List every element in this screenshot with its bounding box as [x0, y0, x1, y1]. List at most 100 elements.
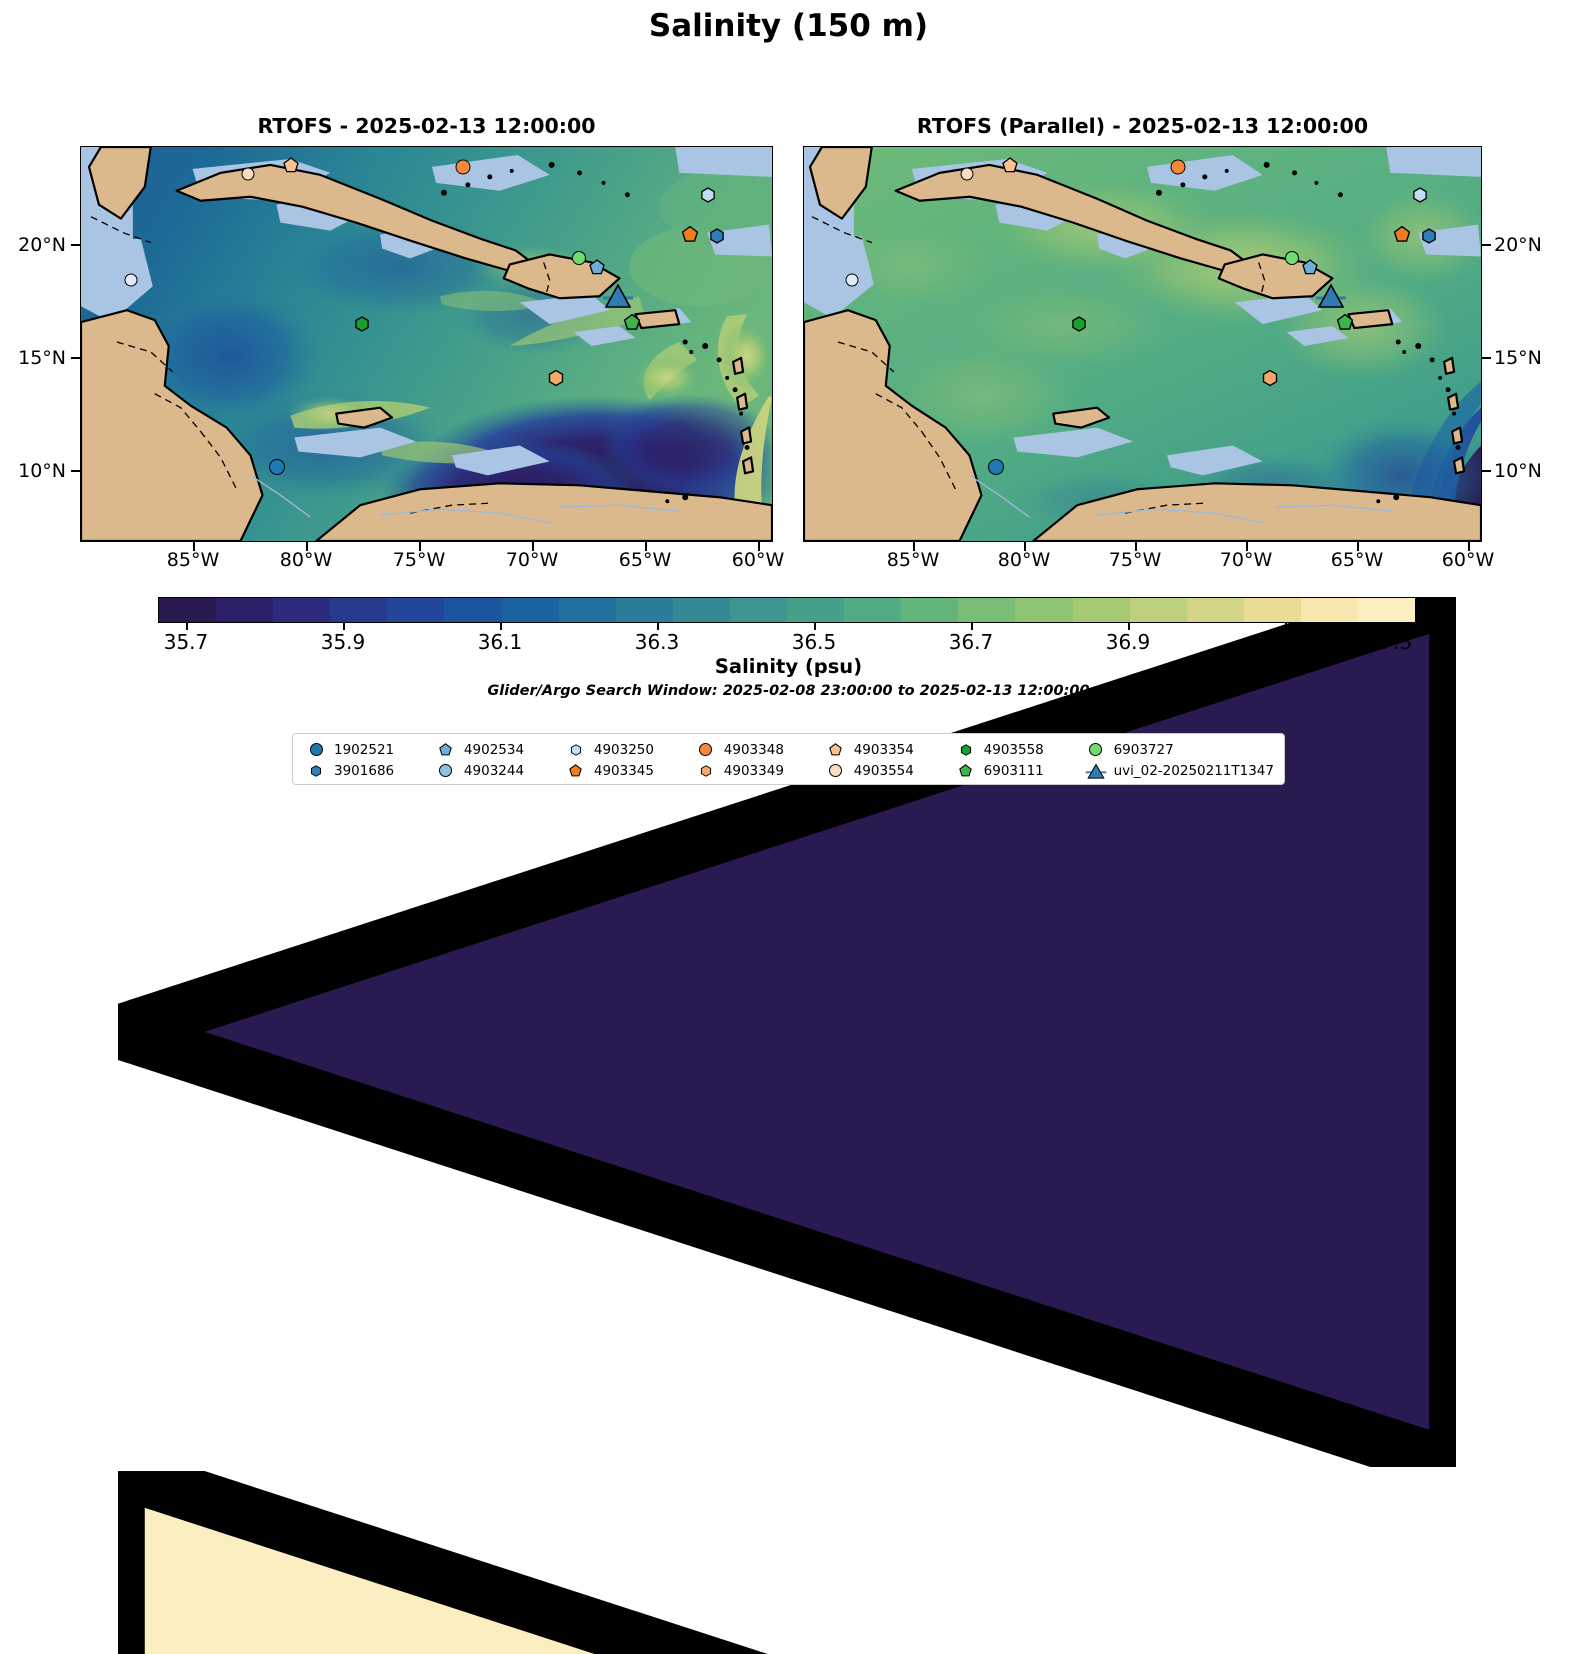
legend-label: 6903111: [983, 762, 1044, 779]
legend-marker-pentagon-icon: [435, 740, 457, 760]
cblabel-1: 35.9: [320, 630, 366, 654]
float-marker-4903349[interactable]: [548, 369, 565, 391]
cblabel-8: 37.3: [1367, 630, 1413, 654]
ytick-20n-right: [1482, 244, 1491, 246]
legend-label: 4903558: [983, 741, 1044, 758]
legend-marker-triangle-icon: [1085, 761, 1107, 781]
float-marker-4903558[interactable]: [354, 316, 370, 336]
colorbar-segment-14: [958, 598, 1016, 622]
cblabel-0: 35.7: [163, 630, 209, 654]
float-marker-4903244[interactable]: [124, 273, 138, 287]
float-marker-6903111[interactable]: [1336, 313, 1354, 335]
map-panel-rtofs-parallel[interactable]: [803, 146, 1482, 542]
rtofs-parallel-salinity-field: [804, 147, 1481, 541]
float-marker-4903345[interactable]: [681, 225, 699, 247]
float-marker-4903348[interactable]: [1170, 159, 1186, 175]
legend-item-6903727[interactable]: 6903727: [1085, 740, 1274, 760]
float-marker-4903345[interactable]: [1393, 225, 1411, 247]
yticklabel-left-2: 10°N: [18, 460, 66, 482]
colorbar-extend-max: [91, 1433, 769, 1654]
float-marker-4903354[interactable]: [283, 157, 299, 177]
ytick-10n-right: [1482, 470, 1491, 472]
xticklabel-left-5: 60°W: [731, 549, 785, 571]
float-marker-3901686[interactable]: [1421, 228, 1437, 248]
cblabel-2: 36.1: [477, 630, 523, 654]
float-marker-4903250[interactable]: [700, 187, 716, 207]
xticklabel-left-3: 70°W: [505, 549, 559, 571]
colorbar-segment-12: [844, 598, 902, 622]
float-marker-6903727[interactable]: [572, 251, 586, 265]
xtick-65w-left: [645, 542, 647, 551]
float-marker-4903244[interactable]: [845, 273, 859, 287]
float-marker-3901686[interactable]: [709, 228, 725, 248]
cbtick-1: [343, 623, 345, 630]
cbtick-2: [500, 623, 502, 630]
legend-item-4902534[interactable]: 4902534: [435, 740, 565, 760]
legend-marker-pentagon-icon: [955, 761, 977, 781]
legend-item-1902521[interactable]: 1902521: [305, 740, 435, 760]
yticklabel-right-2: 10°N: [1494, 460, 1542, 482]
legend-label: 4903554: [853, 762, 914, 779]
legend-label: uvi_02-20250211T1347: [1113, 762, 1274, 779]
float-marker-4903554[interactable]: [960, 167, 974, 181]
map-panel-rtofs[interactable]: [80, 146, 773, 542]
legend-label: 4902534: [463, 741, 525, 758]
colorbar-segment-2: [273, 598, 331, 622]
cblabel-3: 36.3: [634, 630, 680, 654]
float-marker-6903727[interactable]: [1285, 251, 1299, 265]
float-marker-1902521[interactable]: [269, 459, 285, 475]
glider-marker-uvi-02[interactable]: [1314, 280, 1348, 314]
xtick-70w-right: [1246, 542, 1248, 551]
cblabel-7: 37.1: [1262, 630, 1308, 654]
legend-label: 1902521: [334, 741, 395, 758]
float-marker-4903250[interactable]: [1412, 187, 1428, 207]
legend-label: 4903250: [593, 741, 654, 758]
legend-item-3901686[interactable]: 3901686: [305, 761, 435, 781]
float-marker-1902521[interactable]: [988, 459, 1004, 475]
float-marker-4903558[interactable]: [1071, 316, 1087, 336]
xticklabel-left-0: 85°W: [166, 549, 220, 571]
xtick-85w-left: [193, 542, 195, 551]
xticklabel-left-2: 75°W: [392, 549, 446, 571]
legend-label: 4903349: [723, 762, 784, 779]
float-marker-4902534[interactable]: [1302, 259, 1318, 279]
xtick-60w-right: [1468, 542, 1470, 551]
legend-marker-circle-icon: [305, 740, 327, 760]
legend-item-4903349[interactable]: 4903349: [695, 761, 825, 781]
platform-legend: 1902521 4902534 4903250 4903348 4903354 49035…: [292, 733, 1285, 785]
legend-label: 6903727: [1113, 741, 1174, 758]
float-marker-4903348[interactable]: [455, 159, 471, 175]
colorbar[interactable]: [31, 560, 1483, 1654]
xtick-65w-right: [1357, 542, 1359, 551]
colorbar-segment-21: [1357, 598, 1416, 622]
colorbar-gradient: [158, 597, 1416, 623]
xticklabel-right-2: 75°W: [1108, 549, 1162, 571]
float-marker-4903554[interactable]: [241, 167, 255, 181]
legend-item-4903348[interactable]: 4903348: [695, 740, 825, 760]
legend-marker-hexagon-icon: [565, 740, 587, 760]
ytick-10n-left: [71, 470, 80, 472]
legend-item-6903111[interactable]: 6903111: [955, 761, 1085, 781]
float-marker-4902534[interactable]: [589, 259, 605, 279]
legend-label: 3901686: [334, 762, 395, 779]
colorbar-segment-17: [1129, 598, 1187, 622]
float-marker-4903354[interactable]: [1002, 157, 1018, 177]
yticklabel-right-0: 20°N: [1494, 234, 1542, 256]
legend-item-uvi_02-20250211t1347[interactable]: uvi_02-20250211T1347: [1085, 761, 1274, 781]
float-marker-4903349[interactable]: [1262, 369, 1279, 391]
legend-item-4903345[interactable]: 4903345: [565, 761, 695, 781]
colorbar-extend-min: [31, 560, 1483, 1504]
legend-item-4903558[interactable]: 4903558: [955, 740, 1085, 760]
cbtick-0: [186, 623, 188, 630]
legend-item-4903244[interactable]: 4903244: [435, 761, 565, 781]
yticklabel-left-0: 20°N: [18, 234, 66, 256]
xticklabel-right-4: 65°W: [1330, 549, 1384, 571]
glider-marker-uvi-02[interactable]: [601, 280, 635, 314]
legend-item-4903554[interactable]: 4903554: [825, 761, 955, 781]
legend-item-4903250[interactable]: 4903250: [565, 740, 695, 760]
figure-canvas: Salinity (150 m) RTOFS - 2025-02-13 12:0…: [18, 8, 1542, 1654]
cbtick-4: [814, 623, 816, 630]
float-marker-6903111[interactable]: [623, 313, 641, 335]
legend-item-4903354[interactable]: 4903354: [825, 740, 955, 760]
legend-marker-hexagon-icon: [695, 761, 717, 781]
